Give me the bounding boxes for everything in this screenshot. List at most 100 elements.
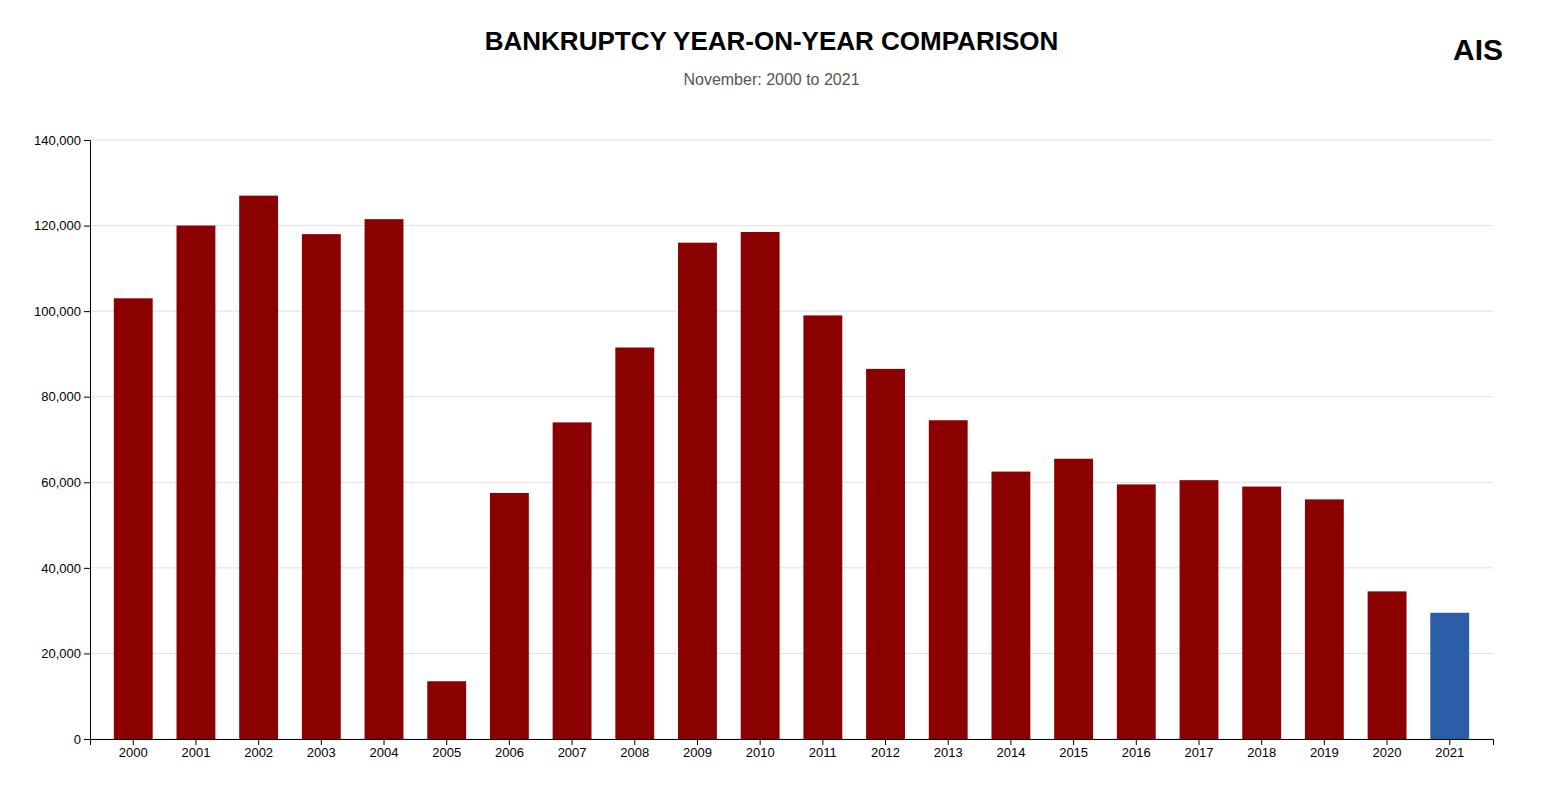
tick-label: 80,000 — [41, 389, 81, 404]
tick-mark — [84, 140, 90, 141]
tick: 2010 — [746, 739, 775, 760]
tick-label: 2015 — [1059, 745, 1088, 760]
tick-label: 2003 — [307, 745, 336, 760]
tick-label: 2010 — [746, 745, 775, 760]
tick: 2003 — [307, 739, 336, 760]
plot: 0 20,000 40,000 60,000 80,000 100,000 120,000 1… — [34, 133, 1494, 761]
bar — [553, 422, 592, 739]
tick: 2017 — [1185, 739, 1214, 760]
bar — [615, 348, 654, 739]
bar — [929, 420, 968, 739]
bar — [1054, 459, 1093, 739]
tick-mark — [885, 739, 886, 745]
tick-mark — [697, 739, 698, 745]
grid — [90, 140, 1493, 739]
bar — [678, 243, 717, 739]
title: BANKRUPTCY YEAR-ON-YEAR COMPARISON — [485, 26, 1059, 56]
tick-mark — [760, 739, 761, 745]
tick-mark — [258, 739, 259, 745]
bar — [1117, 484, 1156, 739]
tick: 2006 — [495, 739, 524, 760]
tick-label: 2012 — [871, 745, 900, 760]
tick: 2019 — [1310, 739, 1339, 760]
chart: BANKRUPTCY YEAR-ON-YEAR COMPARISON Novemb… — [0, 0, 1543, 799]
tick-label: 120,000 — [34, 218, 81, 233]
bar — [490, 493, 529, 739]
tick: 2014 — [996, 739, 1025, 760]
tick-label: 2016 — [1122, 745, 1151, 760]
tick: 2021 — [1435, 739, 1464, 760]
tick: 2001 — [181, 739, 210, 760]
tick: 2005 — [432, 739, 461, 760]
axis-line — [84, 141, 91, 740]
tick-label: 2021 — [1435, 745, 1464, 760]
bars — [114, 196, 1469, 739]
tick-mark — [1073, 739, 1074, 745]
tick-label: 140,000 — [34, 133, 81, 148]
tick-label: 2011 — [809, 745, 837, 760]
tick: 20,000 — [41, 646, 90, 661]
tick-mark — [84, 397, 90, 398]
bar — [1242, 487, 1281, 739]
tick-label: 2014 — [996, 745, 1025, 760]
x-axis: 2000200120022003200420052006200720082009… — [91, 739, 1494, 760]
axis-line — [91, 740, 1494, 746]
logo-text: AIS — [1453, 33, 1503, 66]
tick-label: 2017 — [1185, 745, 1214, 760]
tick-label: 2018 — [1247, 745, 1276, 760]
tick-mark — [822, 739, 823, 745]
bar — [365, 219, 404, 739]
tick: 2000 — [119, 739, 148, 760]
tick-mark — [133, 739, 134, 745]
tick: 100,000 — [34, 304, 90, 319]
tick-mark — [572, 739, 573, 745]
tick-mark — [1136, 739, 1137, 745]
y-axis: 0 20,000 40,000 60,000 80,000 100,000 120,000 1… — [34, 133, 91, 747]
bar — [1430, 613, 1469, 739]
tick: 2002 — [244, 739, 273, 760]
bar — [302, 234, 341, 739]
tick: 2009 — [683, 739, 712, 760]
tick-label: 2000 — [119, 745, 148, 760]
grid-line — [90, 140, 1493, 141]
tick: 60,000 — [41, 475, 90, 490]
tick-label: 2009 — [683, 745, 712, 760]
bar — [991, 472, 1030, 739]
grid-line — [90, 311, 1493, 312]
tick: 2004 — [370, 739, 399, 760]
grid-line — [90, 396, 1493, 397]
tick: 2012 — [871, 739, 900, 760]
tick-mark — [1261, 739, 1262, 745]
tick-mark — [84, 739, 90, 740]
tick: 2013 — [934, 739, 963, 760]
tick-label: 2004 — [370, 745, 399, 760]
bar — [114, 298, 153, 739]
tick: 0 — [74, 732, 90, 747]
tick-mark — [84, 226, 90, 227]
tick-mark — [84, 568, 90, 569]
tick-label: 2020 — [1373, 745, 1402, 760]
tick-mark — [1449, 739, 1450, 745]
tick: 40,000 — [41, 561, 90, 576]
tick-mark — [384, 739, 385, 745]
bar — [1180, 480, 1219, 739]
tick: 80,000 — [41, 389, 90, 404]
tick-label: 2005 — [432, 745, 461, 760]
tick: 2016 — [1122, 739, 1151, 760]
tick-label: 40,000 — [41, 561, 81, 576]
grid-line — [90, 225, 1493, 226]
bar — [741, 232, 780, 739]
tick: 2007 — [558, 739, 587, 760]
tick-mark — [1324, 739, 1325, 745]
tick-mark — [1010, 739, 1011, 745]
subtitle: November: 2000 to 2021 — [683, 71, 859, 88]
tick-mark — [195, 739, 196, 745]
tick-label: 0 — [74, 732, 81, 747]
tick-mark — [84, 311, 90, 312]
bar — [239, 196, 278, 739]
tick: 2018 — [1247, 739, 1276, 760]
tick: 2015 — [1059, 739, 1088, 760]
grid-line — [90, 482, 1493, 483]
tick-mark — [509, 739, 510, 745]
tick: 140,000 — [34, 133, 90, 148]
